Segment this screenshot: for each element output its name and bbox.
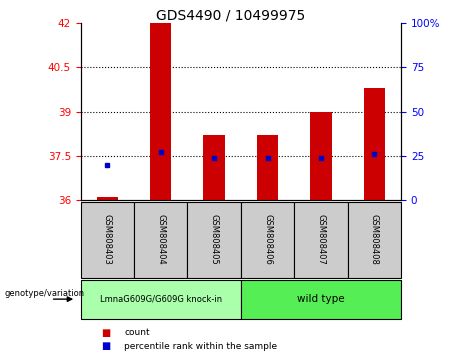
Text: GSM808403: GSM808403	[103, 215, 112, 265]
Text: GSM808404: GSM808404	[156, 215, 165, 265]
Text: GSM808407: GSM808407	[316, 215, 325, 265]
Text: GSM808405: GSM808405	[210, 215, 219, 265]
Text: LmnaG609G/G609G knock-in: LmnaG609G/G609G knock-in	[100, 295, 222, 304]
Text: GDS4490 / 10499975: GDS4490 / 10499975	[156, 9, 305, 23]
Bar	[310, 112, 331, 200]
Text: GSM808408: GSM808408	[370, 215, 379, 265]
Bar	[364, 88, 385, 200]
Text: ■: ■	[101, 328, 111, 338]
Text: count: count	[124, 328, 150, 337]
Bar	[257, 135, 278, 200]
Text: GSM808406: GSM808406	[263, 215, 272, 265]
Text: genotype/variation: genotype/variation	[5, 289, 85, 298]
Text: wild type: wild type	[297, 294, 345, 304]
Text: ■: ■	[101, 341, 111, 351]
Text: percentile rank within the sample: percentile rank within the sample	[124, 342, 278, 351]
Bar	[150, 23, 171, 200]
Bar	[203, 135, 225, 200]
Bar	[97, 197, 118, 200]
